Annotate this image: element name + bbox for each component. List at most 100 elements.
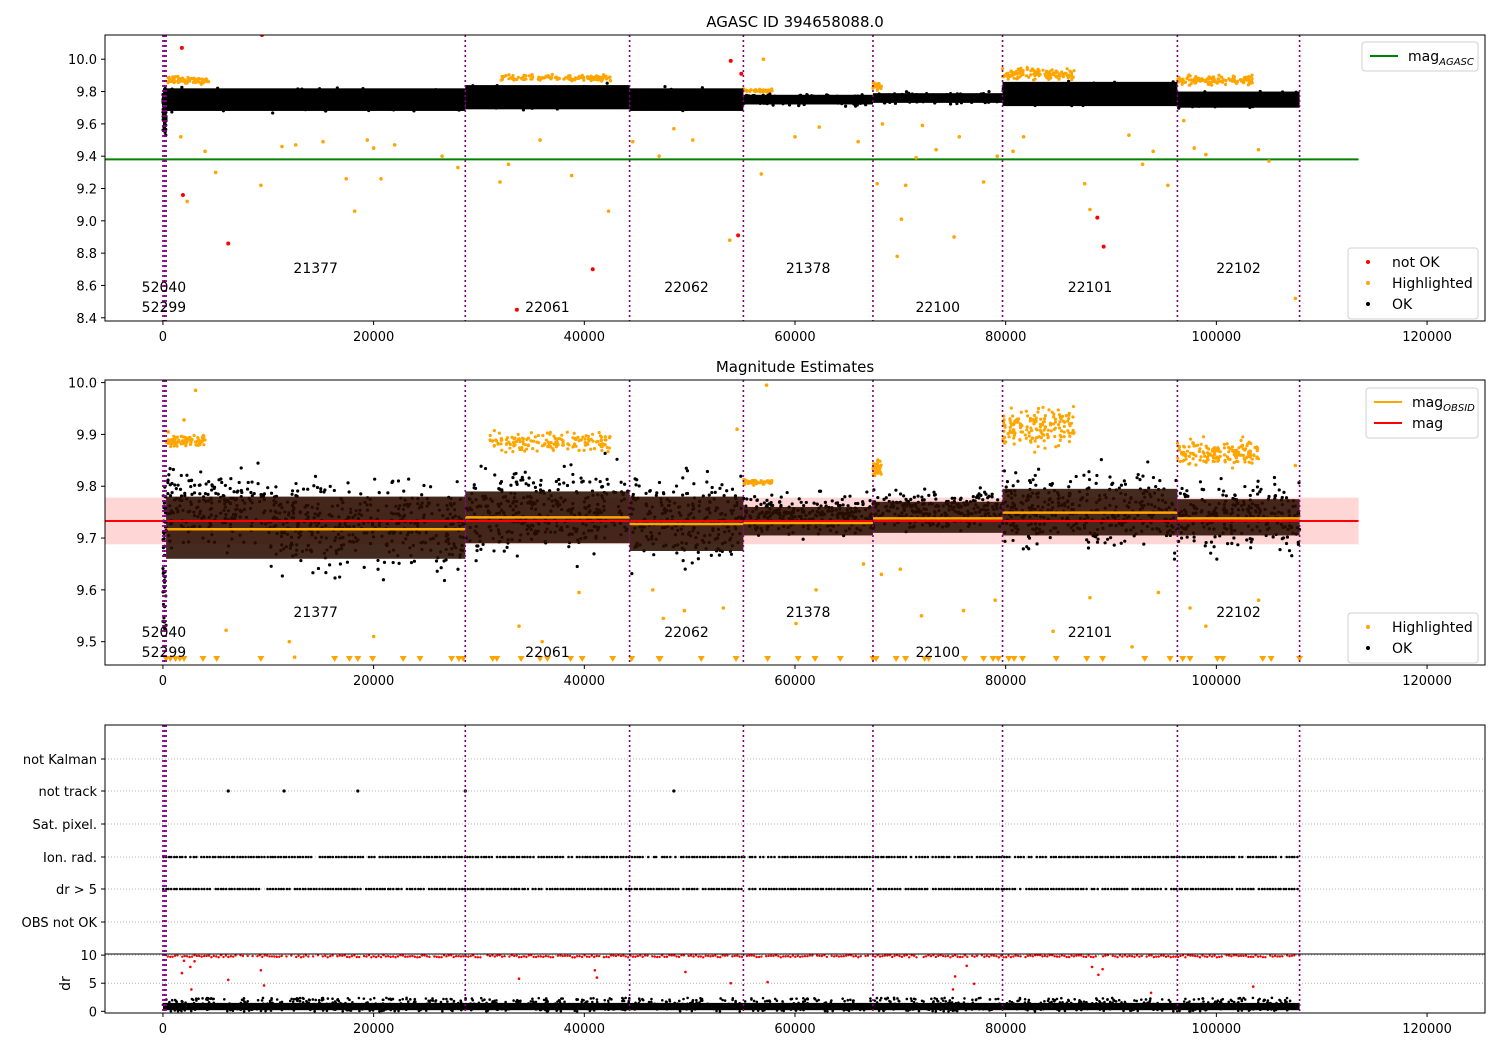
highlighted-point xyxy=(1033,439,1037,443)
ok-point xyxy=(674,484,679,488)
highlighted-point xyxy=(561,443,565,447)
ok-point xyxy=(272,89,276,94)
highlighted-point xyxy=(179,434,183,439)
ok-point xyxy=(476,100,480,104)
ok-point xyxy=(605,477,609,481)
ok-point xyxy=(527,483,531,487)
ok-point xyxy=(1178,491,1182,495)
ok-point xyxy=(420,493,424,497)
highlighted-point xyxy=(514,439,519,444)
ok-point xyxy=(584,102,588,107)
ok-point xyxy=(388,91,392,95)
highlighted-point xyxy=(1250,457,1254,461)
ok-point xyxy=(539,478,543,482)
ok-point xyxy=(270,92,274,97)
highlighted-point xyxy=(1255,449,1259,453)
highlighted-point xyxy=(995,154,1000,158)
highlighted-point xyxy=(511,450,515,454)
ok-point xyxy=(543,89,548,94)
ok-point xyxy=(298,102,302,106)
highlighted-point xyxy=(1211,454,1215,458)
highlighted-point xyxy=(1011,149,1015,154)
ok-point xyxy=(1025,95,1030,100)
ok-point xyxy=(240,101,244,105)
ok-point xyxy=(572,100,577,104)
ok-point xyxy=(956,94,960,98)
highlighted-point xyxy=(1177,445,1182,449)
ok-point xyxy=(220,96,224,100)
legend-point-swatch xyxy=(1366,302,1370,306)
ok-point xyxy=(515,554,519,558)
ok-point xyxy=(323,91,328,96)
highlighted-point xyxy=(1227,450,1231,454)
ok-point xyxy=(496,95,501,99)
ok-point xyxy=(367,108,371,113)
highlighted-point xyxy=(1205,77,1210,81)
highlighted-point xyxy=(1196,443,1200,447)
ok-point xyxy=(219,100,223,104)
highlighted-point xyxy=(746,481,750,486)
ok-point xyxy=(491,93,495,98)
highlighted-point xyxy=(1199,442,1203,446)
highlighted-point xyxy=(606,450,610,454)
ok-point xyxy=(290,489,295,493)
ok-point xyxy=(1108,475,1112,479)
ok-point xyxy=(347,94,351,98)
highlighted-point xyxy=(1198,458,1202,462)
ok-point xyxy=(1248,105,1252,110)
ok-point xyxy=(262,97,267,101)
y-tick-label: 8.4 xyxy=(76,312,97,327)
highlighted-point xyxy=(1036,444,1040,449)
highlighted-point xyxy=(371,146,376,150)
highlighted-point xyxy=(178,79,182,84)
ok-point xyxy=(255,104,259,108)
ok-point xyxy=(684,466,688,470)
highlighted-point xyxy=(176,76,181,81)
ok-point xyxy=(402,489,406,493)
y-tick-label: 9.8 xyxy=(76,86,97,101)
ok-point xyxy=(409,560,414,565)
ok-point xyxy=(637,484,641,488)
ok-point xyxy=(920,495,924,499)
highlighted-point xyxy=(1216,446,1220,450)
highlighted-point xyxy=(1244,75,1248,79)
ok-point xyxy=(762,501,766,505)
ok-point xyxy=(1171,80,1175,84)
ok-point xyxy=(681,108,685,113)
ok-point xyxy=(1170,91,1174,95)
ok-point xyxy=(382,560,387,564)
ok-point xyxy=(169,102,174,106)
ok-point xyxy=(585,96,589,100)
highlighted-point xyxy=(1198,79,1202,83)
ok-point xyxy=(457,104,461,108)
highlighted-point xyxy=(1036,410,1040,414)
ok-point xyxy=(949,99,953,104)
ok-point xyxy=(223,483,228,488)
highlighted-point xyxy=(507,77,511,81)
obsid-label: 21377 xyxy=(293,261,338,277)
ok-point xyxy=(835,94,839,98)
highlighted-point xyxy=(589,437,593,441)
ok-point xyxy=(1004,94,1008,99)
ok-point xyxy=(713,490,717,494)
highlighted-point xyxy=(1030,436,1034,440)
ok-point xyxy=(615,100,619,104)
highlighted-point xyxy=(1127,133,1131,137)
highlighted-point xyxy=(793,134,797,139)
ok-point xyxy=(687,98,691,102)
ok-point xyxy=(837,97,842,101)
ok-point xyxy=(516,95,521,99)
ok-point xyxy=(823,500,828,504)
highlighted-point xyxy=(607,75,611,80)
highlighted-point xyxy=(1010,73,1014,78)
ok-point xyxy=(1213,535,1217,539)
agasc-panel: AGASC ID 394658088.052040522992137722061… xyxy=(68,13,1486,345)
ok-point xyxy=(321,93,325,97)
highlighted-point xyxy=(1182,444,1186,448)
highlighted-point xyxy=(550,72,554,77)
ok-point xyxy=(682,96,686,101)
highlighted-point xyxy=(584,434,588,438)
highlighted-point xyxy=(505,442,509,446)
ok-point xyxy=(1165,94,1169,98)
highlighted-point xyxy=(501,75,505,79)
